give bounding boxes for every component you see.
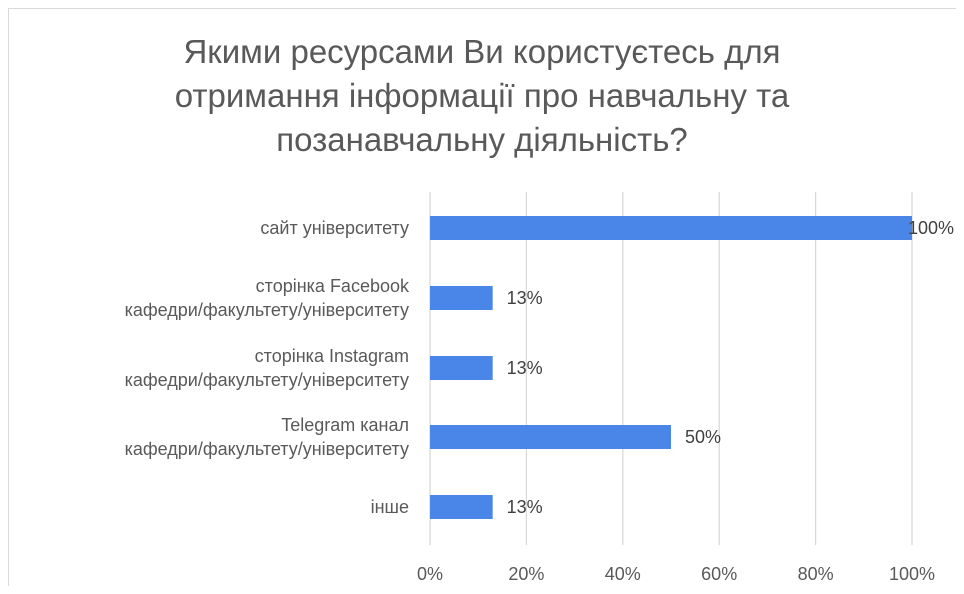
category-labels: сайт університету сторінка Facebook кафедр… xyxy=(125,218,410,517)
x-tick-label: 60% xyxy=(701,564,737,584)
category-label: інше xyxy=(371,497,409,517)
category-label: сторінка Facebook кафедри/факультету/унів… xyxy=(125,276,410,320)
category-label: сайт університету xyxy=(260,218,409,238)
bars xyxy=(430,216,912,519)
bar xyxy=(430,216,912,240)
gridlines xyxy=(429,192,913,545)
x-tick-label: 40% xyxy=(605,564,641,584)
data-label: 100% xyxy=(908,218,954,238)
category-label-line: сторінка Facebook xyxy=(256,276,410,296)
chart-frame xyxy=(8,8,956,586)
x-tick-label: 20% xyxy=(508,564,544,584)
data-labels: 100% 13% 13% 50% 13% xyxy=(507,218,954,517)
data-label: 13% xyxy=(507,288,543,308)
x-tick-label: 100% xyxy=(889,564,935,584)
bar xyxy=(430,356,493,380)
category-label: Telegram канал кафедри/факультету/універс… xyxy=(125,415,409,459)
bar xyxy=(430,286,493,310)
chart-title: Якими ресурсами Ви користуєтесь для отри… xyxy=(174,33,790,158)
category-label-line: кафедри/факультету/університету xyxy=(125,300,409,320)
data-label: 50% xyxy=(685,427,721,447)
data-label: 13% xyxy=(507,358,543,378)
x-axis-tick-labels: 0% 20% 40% 60% 80% 100% xyxy=(417,564,935,584)
bar xyxy=(430,425,671,449)
x-tick-label: 0% xyxy=(417,564,443,584)
data-label: 13% xyxy=(507,497,543,517)
category-label-line: сайт університету xyxy=(260,218,409,238)
category-label: сторінка Instagram кафедри/факультету/уні… xyxy=(125,346,409,390)
category-label-line: Telegram канал xyxy=(281,415,409,435)
bar xyxy=(430,495,493,519)
category-label-line: кафедри/факультету/університету xyxy=(125,439,409,459)
category-label-line: інше xyxy=(371,497,409,517)
x-tick-label: 80% xyxy=(798,564,834,584)
category-label-line: кафедри/факультету/університету xyxy=(125,370,409,390)
category-label-line: сторінка Instagram xyxy=(255,346,409,366)
